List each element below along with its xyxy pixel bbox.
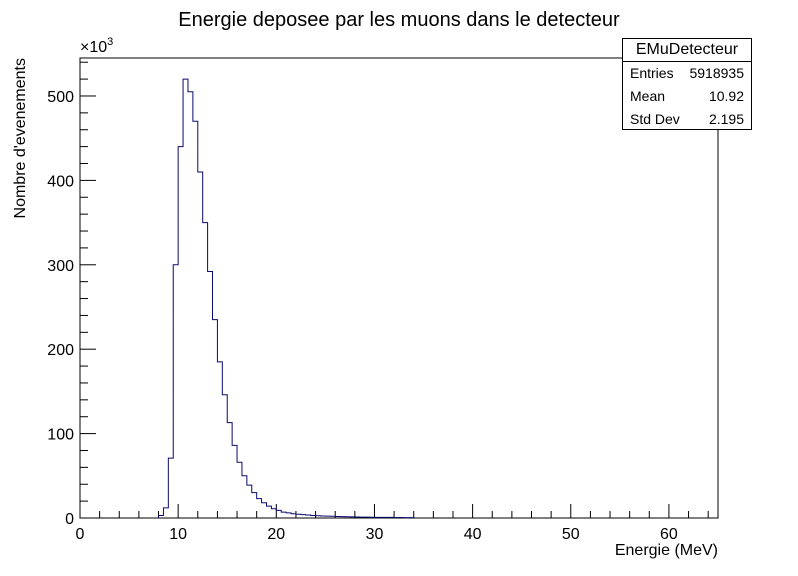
y-tick-label: 200	[47, 342, 74, 359]
chart-title: Energie deposee par les muons dans le de…	[178, 9, 620, 31]
x-tick-label: 30	[366, 526, 384, 543]
axis-ticks	[79, 61, 709, 519]
x-tick-labels: 0 10 20 30 40 50 60	[76, 526, 678, 543]
x-tick-label: 0	[76, 526, 85, 543]
stats-label: Mean	[630, 88, 666, 104]
stats-value: 2.195	[708, 111, 744, 127]
y-tick-labels: 0 100 200 300 400 500	[47, 89, 74, 528]
x-tick-label: 20	[267, 526, 285, 543]
y-tick-label: 300	[47, 258, 74, 275]
stats-value: 10.92	[708, 88, 744, 104]
stats-value: 5918935	[689, 65, 744, 81]
x-tick-label: 10	[169, 526, 187, 543]
x-tick-label: 50	[562, 526, 580, 543]
x-axis-label: Energie (MeV)	[615, 542, 718, 559]
histogram-series	[158, 78, 415, 519]
x-tick-label: 40	[464, 526, 482, 543]
stats-label: Entries	[630, 65, 674, 81]
stats-row-mean: Mean 10.92	[623, 85, 751, 108]
y-axis-label: Nombre d'evenements	[12, 58, 29, 218]
stats-title: EMuDetecteur	[623, 39, 751, 62]
y-scale-label: ×103	[80, 36, 113, 56]
stats-label: Std Dev	[630, 111, 680, 127]
y-tick-label: 500	[47, 89, 74, 106]
y-tick-label: 400	[47, 173, 74, 190]
stats-row-stddev: Std Dev 2.195	[623, 108, 751, 131]
y-scale-exponent: 3	[107, 36, 113, 48]
x-tick-label: 60	[660, 526, 678, 543]
stats-row-entries: Entries 5918935	[623, 62, 751, 85]
stats-box: EMuDetecteur Entries 5918935 Mean 10.92 …	[622, 38, 752, 130]
y-tick-label: 0	[65, 511, 74, 528]
y-tick-label: 100	[47, 427, 74, 444]
plot-frame	[79, 57, 719, 519]
